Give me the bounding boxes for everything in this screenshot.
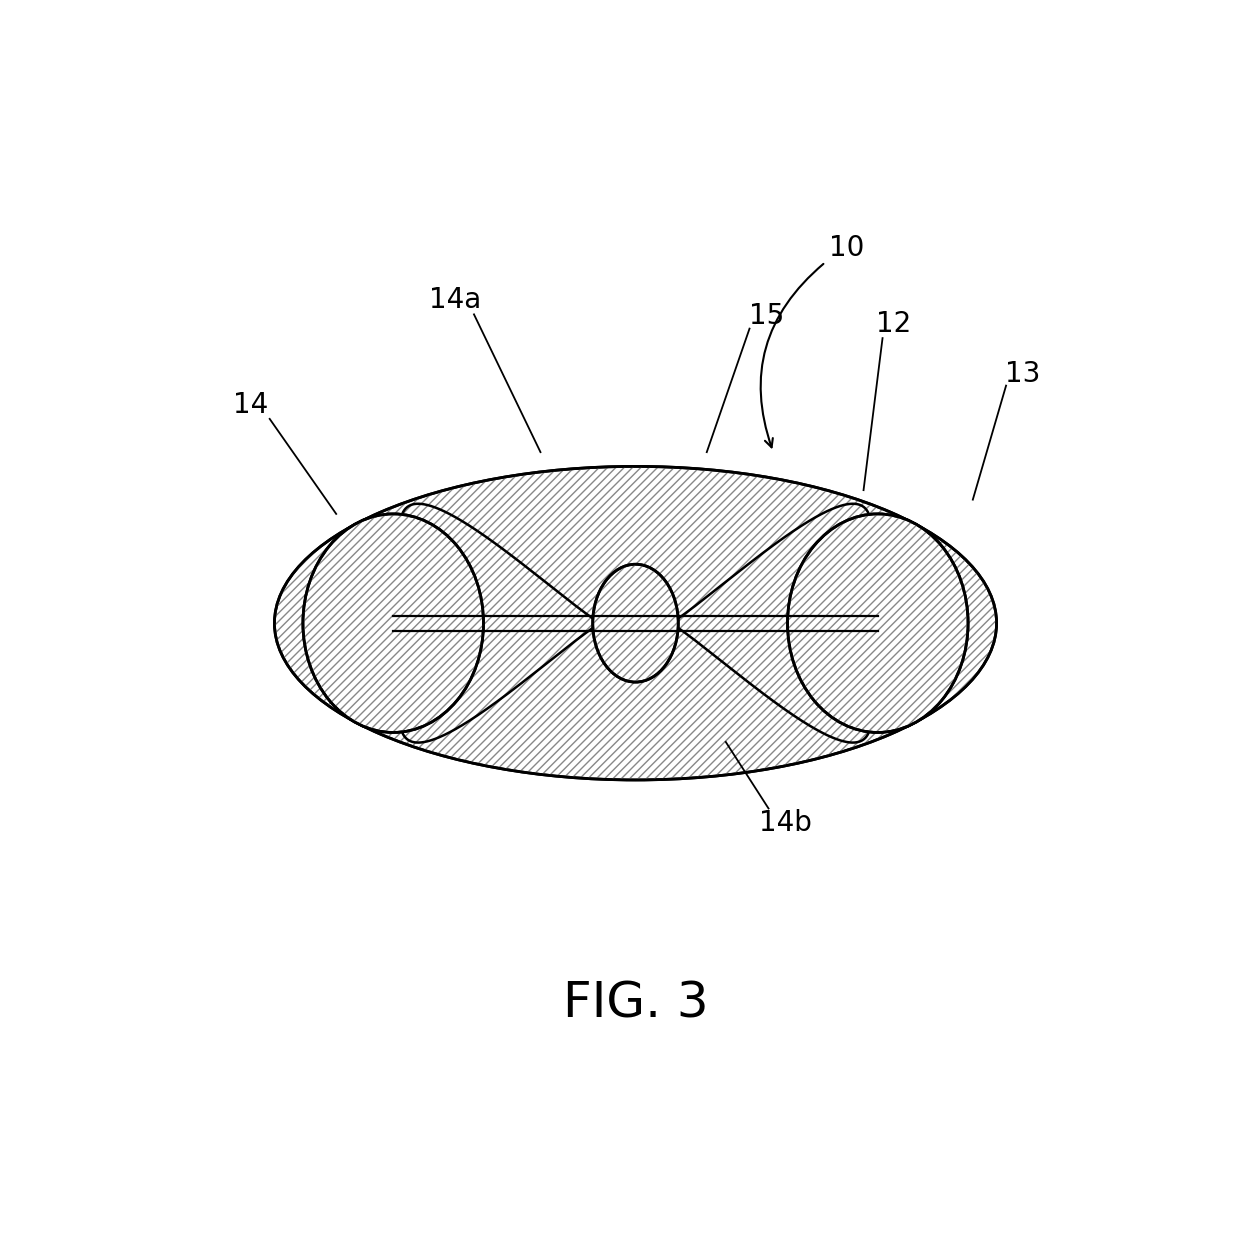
Text: FIG. 3: FIG. 3 — [563, 980, 708, 1027]
Ellipse shape — [303, 513, 484, 733]
Text: 15: 15 — [749, 302, 784, 331]
Ellipse shape — [787, 513, 968, 733]
Text: 10: 10 — [828, 234, 864, 262]
Text: 14b: 14b — [759, 808, 812, 837]
Text: 14a: 14a — [429, 286, 481, 315]
Ellipse shape — [274, 466, 997, 780]
Ellipse shape — [593, 564, 678, 682]
Text: 12: 12 — [877, 310, 911, 338]
Text: 14: 14 — [233, 391, 268, 418]
Text: 13: 13 — [1006, 360, 1040, 389]
